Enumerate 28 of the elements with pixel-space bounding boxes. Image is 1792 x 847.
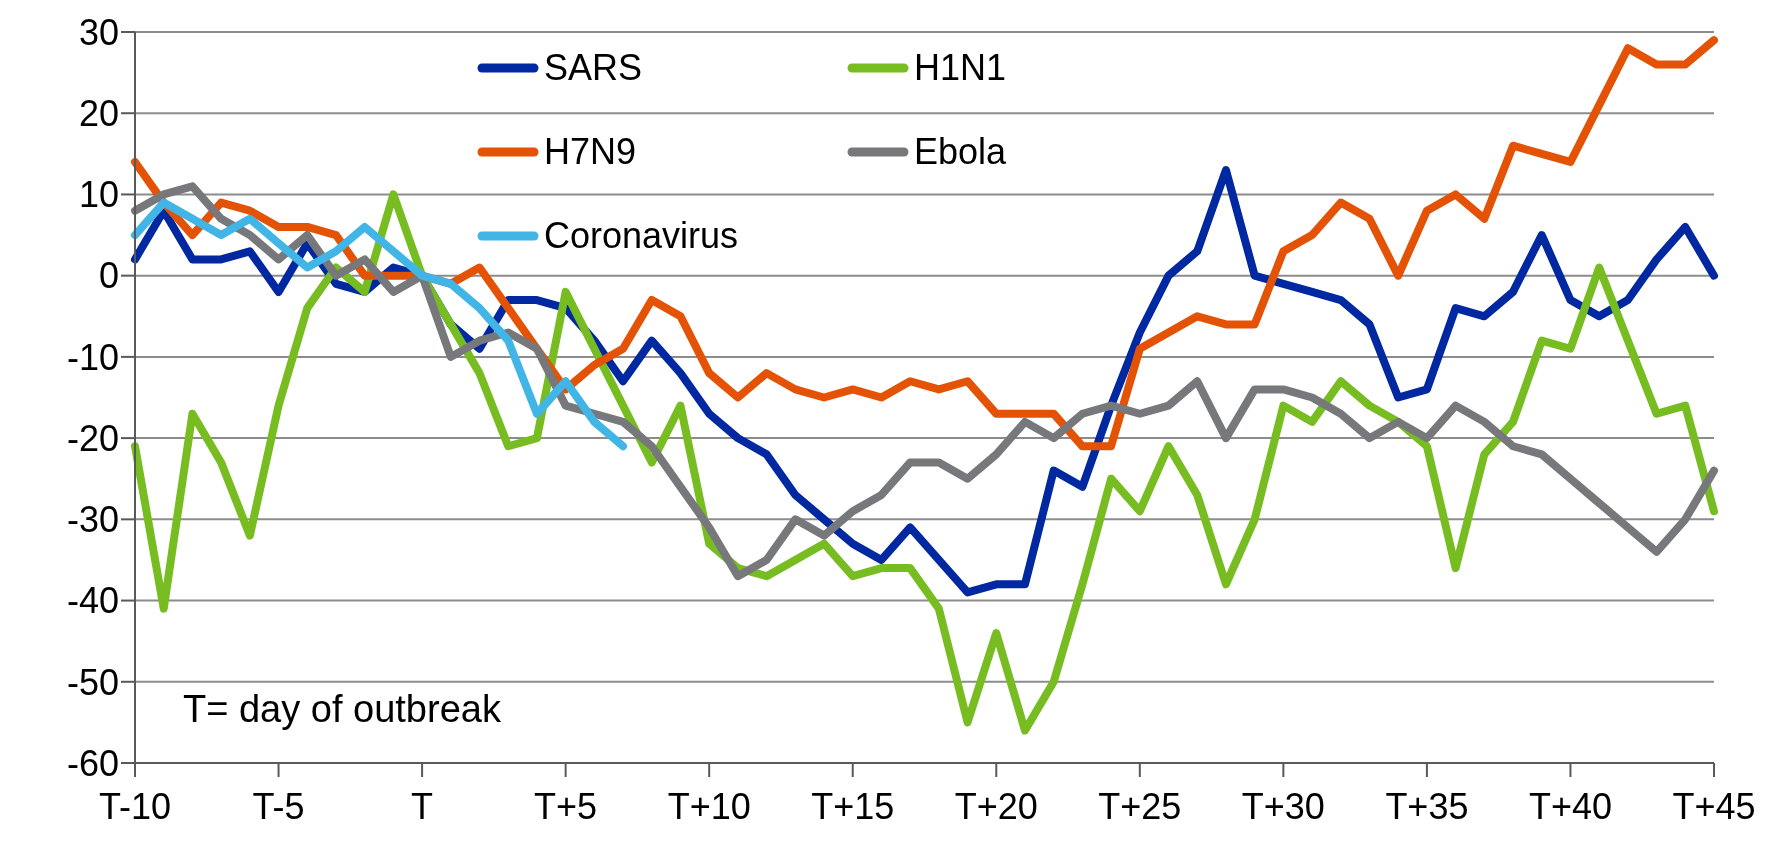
annotation: T= day of outbreak (183, 688, 501, 731)
y-tick-label: -20 (66, 417, 119, 459)
y-tick-label: 20 (78, 93, 119, 134)
x-tick-label: T+25 (1098, 786, 1182, 827)
x-tick-label: T+30 (1241, 786, 1325, 827)
y-tick-label: -10 (66, 336, 119, 378)
x-tick-label: T+45 (1672, 786, 1756, 827)
y-tick-label: -60 (66, 742, 119, 784)
x-tick-label: T-10 (98, 786, 172, 827)
y-tick-label: -30 (66, 499, 119, 541)
x-tick-label: T+15 (811, 786, 895, 827)
y-tick-label: 0 (98, 255, 119, 297)
x-tick-label: T (411, 786, 434, 827)
legend-label: Coronavirus (544, 215, 739, 257)
x-tick-label: T+10 (667, 786, 751, 827)
legend-label: Ebola (914, 131, 1007, 173)
legend-label: SARS (544, 47, 643, 89)
y-tick-label: -50 (66, 661, 119, 703)
legend-label: H7N9 (544, 131, 637, 173)
x-tick-label: T+40 (1528, 786, 1612, 827)
y-tick-label: -40 (66, 580, 119, 622)
y-tick-label: 10 (78, 174, 119, 216)
x-tick-label: T+35 (1385, 786, 1469, 827)
x-tick-label: T+20 (954, 786, 1038, 827)
x-tick-label: T+5 (534, 786, 598, 827)
x-tick-label: T-5 (252, 786, 305, 827)
legend-label: H1N1 (914, 47, 1007, 89)
y-tick-label: 30 (78, 11, 119, 53)
